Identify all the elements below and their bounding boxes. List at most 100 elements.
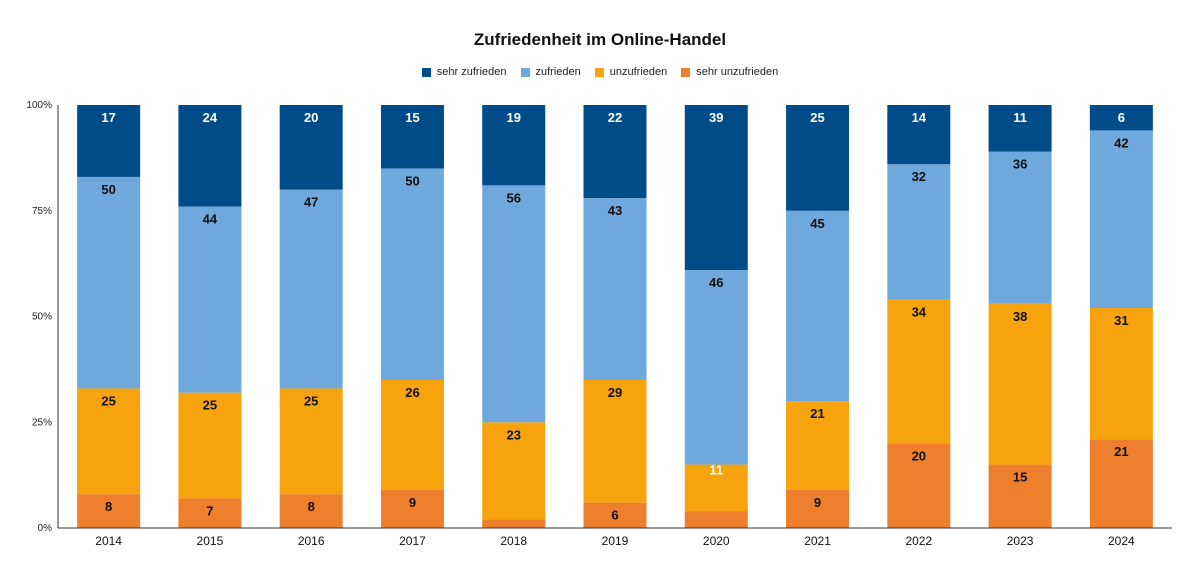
bar-segment — [684, 511, 748, 528]
legend-label-sehr-unzufrieden: sehr unzufrieden — [696, 66, 779, 78]
bar-value-label: 50 — [405, 173, 419, 188]
bar-segment — [684, 464, 748, 512]
bar-value-label: 8 — [308, 499, 315, 514]
bar-value-label: 11 — [1013, 110, 1027, 125]
bar-value-label: 56 — [506, 190, 520, 205]
chart-title: Zufriedenheit im Online-Handel — [473, 30, 727, 49]
bar-value-label: 32 — [912, 169, 926, 184]
bar-segment — [77, 105, 141, 177]
bar-segment — [988, 151, 1052, 304]
bar-value-label: 38 — [1013, 309, 1027, 324]
y-tick-label: 75% — [32, 206, 52, 217]
x-tick-label: 2015 — [197, 534, 224, 548]
bar-value-label: 42 — [1114, 135, 1128, 150]
bar-segment — [1089, 130, 1153, 309]
legend-item-unzufrieden: unzufrieden — [594, 66, 668, 78]
x-tick-label: 2017 — [399, 534, 426, 548]
legend: sehr zufrieden zufrieden unzufrieden seh… — [0, 66, 1200, 78]
bar-segment — [684, 269, 748, 465]
bar-segment — [482, 422, 546, 520]
bar-value-label: 43 — [608, 203, 622, 218]
bar-segment — [279, 189, 343, 389]
bar-segment — [77, 388, 141, 495]
bar-segment — [988, 105, 1052, 152]
bar-segment — [583, 379, 647, 503]
bar-value-label: 34 — [912, 305, 927, 320]
legend-label-zufrieden: zufrieden — [535, 66, 581, 78]
y-tick-label: 0% — [38, 523, 53, 534]
bar-value-label: 23 — [506, 427, 520, 442]
bar-value-label: 6 — [1118, 110, 1125, 125]
bar-value-label: 15 — [405, 110, 419, 125]
bar-value-label: 20 — [304, 110, 318, 125]
bar-segment — [77, 494, 141, 528]
bar-value-label: 36 — [1013, 157, 1027, 172]
bar-value-label: 21 — [810, 406, 824, 421]
bar-segment — [583, 502, 647, 528]
bar-value-label: 6 — [611, 508, 618, 523]
bar-segment — [279, 105, 343, 190]
bar-value-label: 22 — [608, 110, 622, 125]
bar-segment — [178, 206, 242, 393]
bar-segment — [380, 379, 444, 490]
bar-value-label: 9 — [814, 495, 821, 510]
bar-value-label: 45 — [810, 216, 824, 231]
bar-value-label: 44 — [203, 212, 218, 227]
bar-value-label: 24 — [203, 110, 218, 125]
y-tick-label: 50% — [32, 312, 52, 323]
x-tick-label: 2021 — [804, 534, 831, 548]
legend-swatch-unzufrieden — [594, 67, 604, 77]
bar-segment — [380, 105, 444, 169]
legend-swatch-zufrieden — [520, 67, 530, 77]
bar-segment — [482, 185, 546, 423]
legend-swatch-sehr-zufrieden — [421, 67, 431, 77]
bar-segment — [887, 299, 951, 444]
bar-value-label: 19 — [506, 110, 520, 125]
bar-value-label: 9 — [409, 495, 416, 510]
bar-segment — [482, 105, 546, 186]
bar-value-label: 20 — [912, 448, 926, 463]
x-tick-label: 2016 — [298, 534, 325, 548]
x-tick-label: 2024 — [1108, 534, 1135, 548]
bar-segment — [684, 105, 748, 270]
bar-segment — [380, 168, 444, 380]
bar-segment — [178, 392, 242, 499]
bar-segment — [1089, 439, 1153, 528]
bar-value-label: 25 — [304, 393, 318, 408]
bar-value-label: 17 — [101, 110, 115, 125]
bar-segment — [887, 443, 951, 528]
bar-segment — [988, 464, 1052, 528]
legend-item-sehr-zufrieden: sehr zufrieden — [421, 66, 507, 78]
bar-value-label: 39 — [709, 110, 723, 125]
x-tick-label: 2020 — [703, 534, 730, 548]
bar-value-label: 26 — [405, 385, 419, 400]
legend-label-unzufrieden: unzufrieden — [609, 66, 668, 78]
bar-value-label: 25 — [101, 393, 115, 408]
y-tick-label: 100% — [26, 100, 52, 111]
bar-value-label: 15 — [1013, 470, 1027, 485]
bar-value-label: 25 — [203, 398, 217, 413]
legend-label-sehr-zufrieden: sehr zufrieden — [436, 66, 507, 78]
bar-value-label: 50 — [101, 182, 115, 197]
bar-segment — [887, 164, 951, 300]
bar-value-label: 25 — [810, 110, 824, 125]
x-tick-label: 2023 — [1007, 534, 1034, 548]
bar-value-label: 7 — [206, 503, 213, 518]
bar-segment — [482, 519, 546, 528]
legend-item-sehr-unzufrieden: sehr unzufrieden — [681, 66, 778, 78]
bar-value-label: 46 — [709, 275, 723, 290]
bar-segment — [887, 105, 951, 165]
bar-segment — [786, 401, 850, 490]
bar-segment — [178, 105, 242, 207]
bar-segment — [279, 388, 343, 495]
bar-value-label: 8 — [105, 499, 112, 514]
bar-value-label: 14 — [912, 110, 927, 125]
x-tick-label: 2022 — [905, 534, 932, 548]
x-tick-label: 2018 — [500, 534, 527, 548]
x-tick-label: 2014 — [95, 534, 122, 548]
bar-segment — [380, 489, 444, 528]
y-tick-label: 25% — [32, 417, 52, 428]
bar-value-label: 47 — [304, 195, 318, 210]
